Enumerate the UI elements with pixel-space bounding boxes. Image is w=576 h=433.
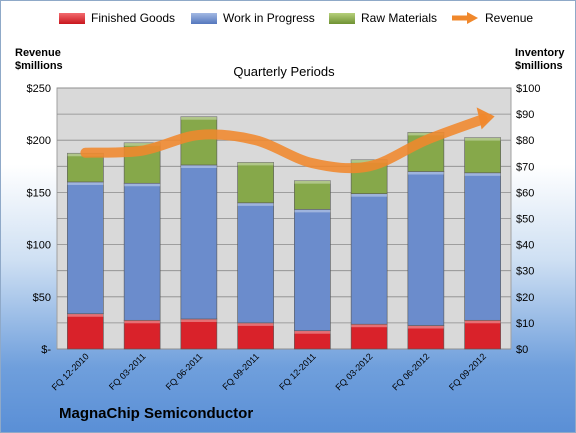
legend-work-in-progress: Work in Progress [191,11,315,25]
legend-label: Raw Materials [361,11,438,25]
bar-segment [123,182,161,321]
left-tick-label: $200 [27,135,51,147]
left-tick-label: $50 [33,292,51,304]
bar-highlight [180,116,217,120]
bar-highlight [124,183,161,187]
bar-highlight [351,193,388,197]
bar-segment [67,313,104,350]
left-axis-title: Revenue $millions [15,47,63,73]
legend-label: Revenue [485,11,534,25]
right-axis-title-line1: Inventory [515,47,565,59]
category-label: FQ 06-2012 [390,351,431,392]
legend-label: Finished Goods [91,11,176,25]
category-label: FQ 03-2012 [334,351,375,392]
bar-segment [237,322,274,350]
bar-highlight [124,142,161,146]
bar-segment [294,209,331,332]
bar-segment [67,152,104,183]
bar-segment [123,319,161,350]
bar-segment [407,325,445,350]
chart-subtitle: Quarterly Periods [233,64,335,79]
right-tick-label: $0 [516,344,528,356]
bar-highlight [124,320,161,324]
bar-highlight [407,171,444,175]
legend-swatch [329,12,355,24]
right-tick-label: $10 [516,318,534,330]
bar-segment [464,172,501,321]
right-axis-title: Inventory $millions [515,47,565,73]
right-axis-title-line2: $millions [515,60,563,72]
legend-arrow-icon [452,12,478,24]
right-tick-label: $50 [516,214,534,226]
bar-highlight [180,164,217,168]
bar-segment [464,137,501,174]
right-tick-label: $70 [516,161,534,173]
bar-highlight [407,132,444,136]
bar-segment [294,180,331,210]
bar-highlight [464,172,501,176]
bar-highlight [180,318,217,322]
bar-segment [407,171,445,326]
bar-highlight [464,320,501,324]
bar-highlight [237,322,274,326]
left-axis-title-line1: Revenue [15,47,61,59]
bar-segment [180,318,218,350]
bar-highlight [464,137,501,141]
right-tick-label: $80 [516,135,534,147]
legend-finished-goods: Finished Goods [59,11,175,25]
revenue-arrowhead [476,107,495,130]
left-tick-label: $- [41,344,51,356]
right-tick-label: $30 [516,266,534,278]
bar-highlight [67,181,104,185]
right-tick-label: $40 [516,240,534,252]
bar-highlight [67,313,104,317]
legend-raw-materials: Raw Materials [329,11,437,25]
category-label: FQ 12-2010 [50,351,91,392]
category-label: FQ 09-2011 [220,351,261,392]
category-label: FQ 06-2011 [164,351,205,392]
left-tick-label: $100 [27,240,51,252]
right-tick-label: $60 [516,187,534,199]
right-tick-label: $20 [516,292,534,304]
legend-swatch [191,12,217,24]
revenue-line [80,114,488,174]
bar-segment [237,162,274,204]
bar-highlight [294,180,331,184]
bar-highlight [294,209,331,213]
legend-revenue: Revenue [451,11,533,25]
category-label: FQ 03-2011 [107,351,148,392]
company-name: MagnaChip Semiconductor [59,405,254,422]
bar-segment [180,164,218,320]
bar-highlight [407,325,444,329]
left-tick-label: $250 [27,83,51,95]
bar-segment [67,181,104,315]
bar-highlight [237,162,274,166]
bar-segment [464,319,501,350]
legend-swatch [59,12,85,24]
category-label: FQ 12-2011 [277,351,318,392]
bar-segment [350,193,388,325]
right-tick-label: $100 [516,83,540,95]
bar-segment [180,116,218,166]
left-axis-title-line2: $millions [15,60,63,72]
bar-highlight [237,202,274,206]
category-label: FQ 09-2012 [447,351,488,392]
bar-segment [350,323,388,350]
bar-highlight [294,330,331,334]
legend-label: Work in Progress [223,11,315,25]
left-tick-label: $150 [27,187,51,199]
bar-highlight [351,324,388,328]
legend: Finished Goods Work in Progress Raw Mate… [1,11,575,31]
bar-segment [237,202,274,324]
right-tick-label: $90 [516,109,534,121]
